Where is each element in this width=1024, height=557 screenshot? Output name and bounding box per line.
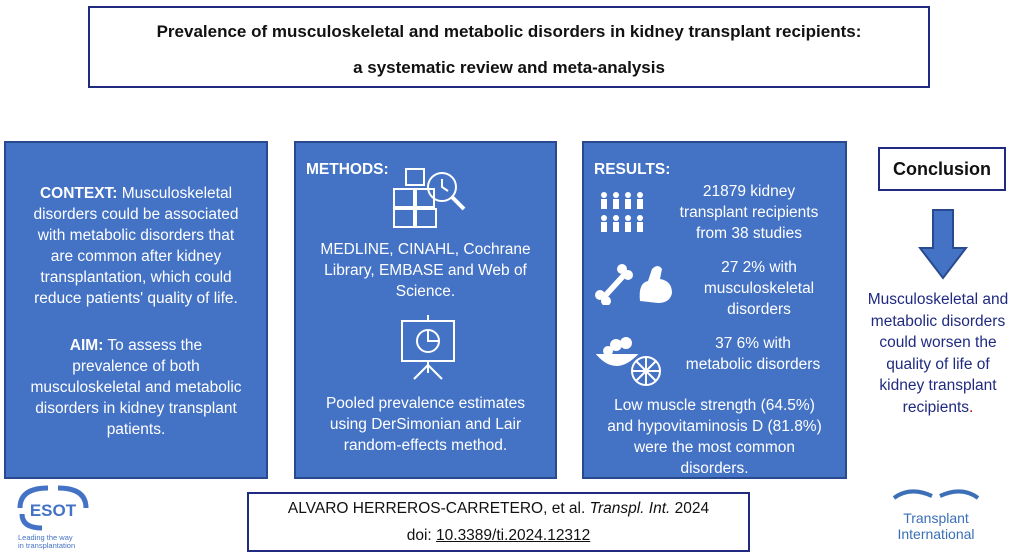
ti-logo-line: International (897, 526, 975, 542)
conclusion-line: metabolic disorders (870, 312, 1006, 330)
analysis-line: Pooled prevalence estimates (325, 395, 526, 412)
doi-line: doi: 10.3389/ti.2024.12312 (249, 527, 748, 545)
conclusion-period: . (969, 398, 974, 416)
presentation-chart-icon (401, 315, 455, 380)
summary-line: disorders. (680, 460, 749, 477)
context-line: are common after kidney (50, 248, 222, 265)
aim-text-start: To assess the (107, 337, 203, 354)
context-label: CONTEXT: (39, 185, 118, 202)
results-summary: Low muscle strength (64.5%) and hypovita… (588, 395, 841, 479)
methods-panel: METHODS: MEDLINE, CINAHL, Cochrane Libra… (294, 141, 557, 479)
context-line: transplantation, which could (40, 269, 232, 286)
summary-line: and hypovitaminosis D (81.8%) (607, 418, 822, 435)
conclusion-text: Musculoskeletal and metabolic disorders … (852, 289, 1024, 418)
esot-logo-mark-icon: ESOT (17, 485, 89, 531)
conclusion-last-word: recipients (902, 398, 970, 416)
esot-logo-text: ESOT (30, 501, 77, 520)
aim-label: AIM: (69, 337, 104, 354)
context-panel: CONTEXT: Musculoskeletal disorders could… (4, 141, 268, 479)
results-stat-metabolic: 37 6% with metabolic disorders (664, 333, 842, 375)
analysis-line: using DerSimonian and Lair (329, 416, 522, 433)
esot-tagline-line: Leading the way (18, 533, 73, 542)
context-text-start: Musculoskeletal (121, 185, 233, 202)
down-arrow-icon (918, 209, 968, 280)
stat-line: 21879 kidney (702, 183, 796, 200)
aim-line: musculoskeletal and metabolic (30, 379, 242, 396)
results-stat-musculoskeletal: 27 2% with musculoskeletal disorders (676, 257, 842, 320)
citation-year: 2024 (674, 500, 710, 517)
analysis-line: random-effects method. (343, 437, 508, 454)
stat-line: 27 2% with (721, 259, 797, 276)
bone-muscle-icon (595, 264, 672, 305)
databases-line: Library, EMBASE and Web of (324, 262, 527, 279)
conclusion-heading: Conclusion (893, 159, 991, 179)
context-line: disorders could be associated (33, 206, 239, 223)
stat-line: 37 6% with (715, 335, 791, 352)
results-heading: RESULTS: (594, 161, 671, 178)
databases-line: Science. (395, 283, 456, 300)
search-boxes-icon (393, 168, 466, 228)
aim-line: disorders in kidney transplant (35, 400, 237, 417)
esot-logo: ESOT Leading the way in transplantation (8, 484, 118, 554)
hands-icon (892, 489, 980, 500)
title-box: Prevalence of musculoskeletal and metabo… (88, 6, 930, 88)
stat-line: transplant recipients (679, 204, 819, 221)
results-stat-recipients: 21879 kidney transplant recipients from … (656, 181, 842, 244)
doi-label: doi: (406, 527, 432, 544)
citation-line: ALVARO HERREROS-CARRETERO, et al. Transp… (249, 500, 748, 518)
aim-line: prevalence of both (72, 358, 200, 375)
conclusion-line: kidney transplant (879, 377, 997, 394)
food-bowl-icon (596, 337, 661, 386)
aim-text: AIM: To assess the prevalence of both mu… (16, 335, 256, 440)
transplant-international-logo: Transplant International (880, 484, 992, 554)
citation-box: ALVARO HERREROS-CARRETERO, et al. Transp… (247, 492, 750, 552)
stat-line: metabolic disorders (685, 356, 821, 373)
esot-tagline-line: in transplantation (18, 541, 76, 550)
summary-line: were the most common (633, 439, 796, 456)
aim-line: patients. (106, 421, 166, 438)
title-line-2: a systematic review and meta-analysis (353, 58, 665, 77)
methods-analysis: Pooled prevalence estimates using DerSim… (304, 393, 547, 456)
summary-line: Low muscle strength (64.5%) (614, 397, 815, 414)
stat-line: from 38 studies (696, 225, 802, 242)
stat-line: disorders (727, 301, 791, 318)
context-line: with metabolic disorders that (37, 227, 235, 244)
conclusion-line: quality of life of (886, 355, 990, 373)
ti-logo-text: Transplant International (880, 510, 992, 542)
methods-heading: METHODS: (306, 161, 389, 178)
citation-journal: Transpl. Int. (589, 500, 671, 517)
methods-databases: MEDLINE, CINAHL, Cochrane Library, EMBAS… (304, 239, 547, 302)
esot-tagline: Leading the way in transplantation (18, 534, 75, 550)
stat-line: musculoskeletal (703, 280, 815, 297)
citation-authors: ALVARO HERREROS-CARRETERO, et al. (287, 500, 586, 517)
doi-link[interactable]: 10.3389/ti.2024.12312 (436, 527, 591, 544)
people-icon (601, 192, 643, 232)
context-line: reduce patients' quality of life. (34, 290, 238, 307)
conclusion-heading-box: Conclusion (878, 147, 1006, 191)
conclusion-line: Musculoskeletal and (867, 291, 1009, 308)
context-text: CONTEXT: Musculoskeletal disorders could… (16, 183, 256, 309)
title-line-1: Prevalence of musculoskeletal and metabo… (156, 22, 862, 41)
databases-line: MEDLINE, CINAHL, Cochrane (320, 241, 531, 258)
conclusion-line: could worsen the (879, 334, 997, 351)
results-panel: RESULTS: 21879 kidney transplant recipie… (582, 141, 847, 479)
ti-logo-line: Transplant (903, 510, 969, 526)
